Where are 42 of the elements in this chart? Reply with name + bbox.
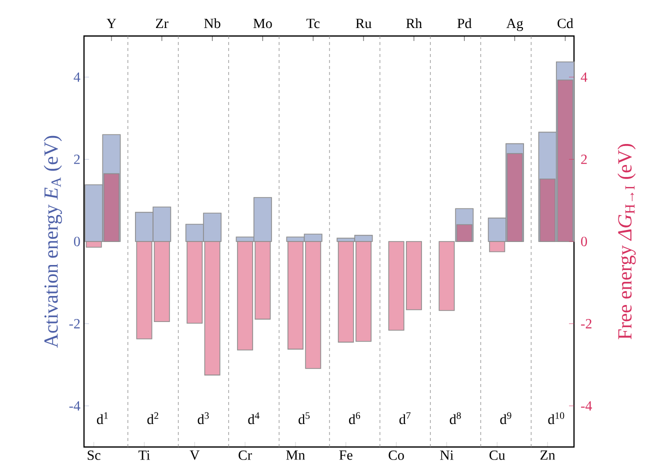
annotation: d$^{2}$ bbox=[147, 412, 158, 424]
annotation: d$^{8}$ bbox=[450, 412, 461, 424]
x-tick-label: Sc bbox=[88, 450, 100, 460]
annotation: d$^{5}$ bbox=[298, 412, 310, 424]
y-axis-title: Activation energy E$_{A}$ (eV) bbox=[44, 136, 62, 348]
x-tick-label: Cu bbox=[490, 450, 506, 460]
x-tick-label: V bbox=[190, 450, 200, 460]
x-tick-label: Ti bbox=[138, 450, 150, 460]
x-tick-label: Zr bbox=[156, 18, 168, 28]
y2-tick-label: 4 bbox=[580, 72, 588, 82]
x-tick-label: Co bbox=[388, 450, 404, 460]
x-tick-label: Pd bbox=[457, 18, 472, 28]
y-tick-label: -4 bbox=[69, 401, 80, 410]
x-tick-label: Ag bbox=[506, 18, 524, 32]
annotation: d$^{7}$ bbox=[399, 412, 411, 424]
y-tick-label: 0 bbox=[74, 236, 80, 246]
annotation: d$^{4}$ bbox=[248, 412, 260, 424]
y2-tick-label: 2 bbox=[581, 154, 587, 164]
x-tick-label: Mn bbox=[286, 450, 305, 460]
y2-tick-label: -4 bbox=[581, 401, 592, 410]
x-tick-label: Cd bbox=[558, 18, 574, 28]
y2-tick-label: 0 bbox=[581, 236, 587, 246]
y-tick-label: -2 bbox=[69, 319, 80, 328]
annotation: d$^{6}$ bbox=[349, 412, 360, 424]
x-tick-label: Zn bbox=[540, 450, 556, 460]
x-tick-label: Rh bbox=[406, 18, 422, 28]
x-tick-label: Tc bbox=[306, 18, 320, 28]
y-tick-label: 2 bbox=[74, 154, 80, 164]
x-tick-label: Y bbox=[106, 18, 116, 28]
annotation: d$^{10}$ bbox=[548, 412, 564, 424]
x-tick-label: Cr bbox=[238, 450, 252, 460]
x-tick-label: Fe bbox=[339, 450, 352, 460]
x-tick-label: Ni bbox=[440, 450, 454, 460]
annotation: d$^{3}$ bbox=[198, 412, 209, 424]
x-tick-label: Ru bbox=[356, 18, 372, 28]
annotation: d$^{9}$ bbox=[500, 412, 512, 424]
x-tick-label: Nb bbox=[204, 18, 220, 28]
y2-tick-label: -2 bbox=[581, 319, 592, 328]
annotation: d$^{1}$ bbox=[96, 412, 108, 424]
y-tick-label: 4 bbox=[74, 72, 80, 82]
y2-axis-title: Free energy ΔG$_{H→I}$ (eV) bbox=[618, 144, 636, 340]
x-tick-label: Mo bbox=[253, 18, 272, 28]
